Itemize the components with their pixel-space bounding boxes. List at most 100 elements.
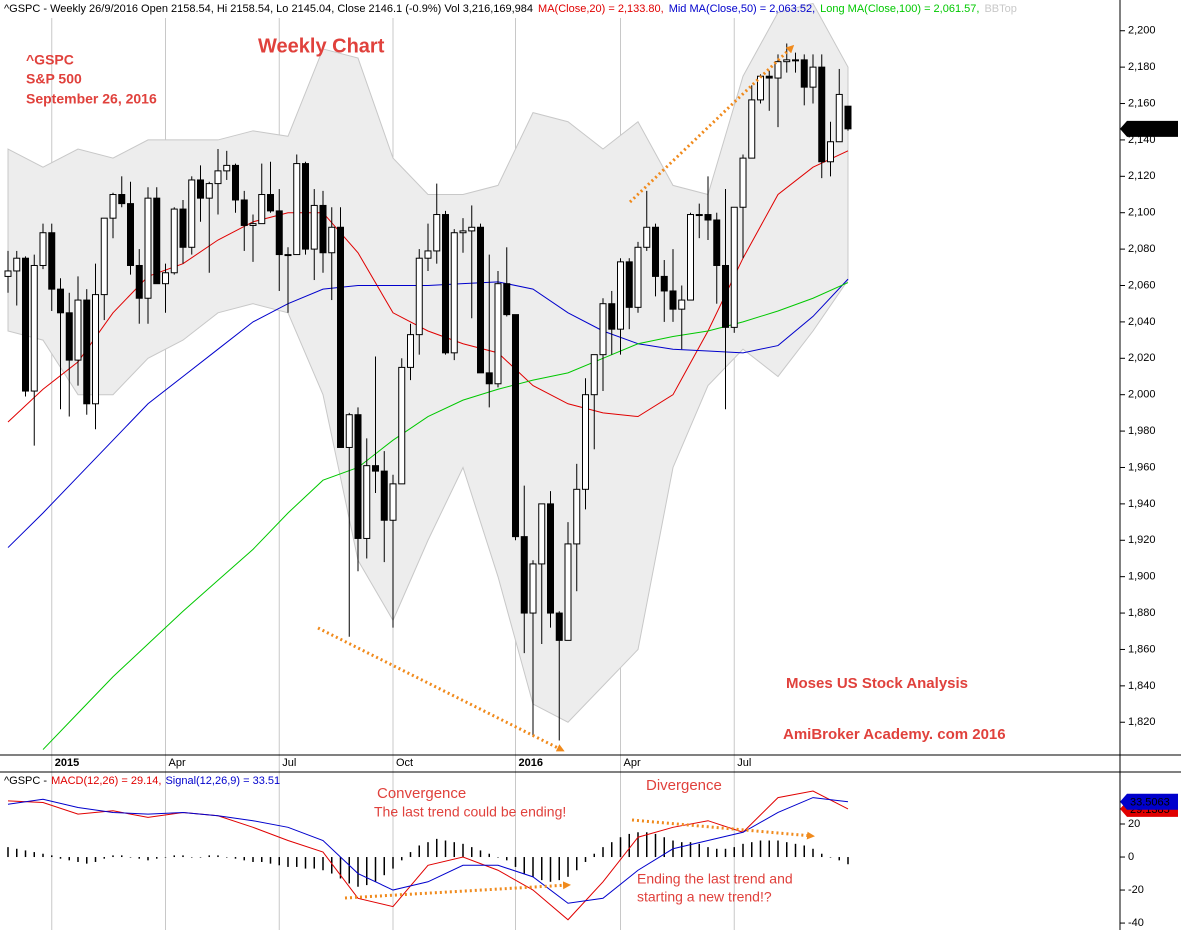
candle-body [328,226,336,254]
histogram-bar [138,857,140,859]
candle-body [809,66,817,88]
candle-body [643,226,651,248]
candle-body [468,226,476,232]
candle-body [205,183,213,199]
histogram-bar [794,843,797,858]
y-tick-label: 1,940 [1128,498,1156,510]
candle-body [652,226,659,277]
candle-body [214,170,222,185]
histogram-bar [304,857,307,869]
candle-body [739,157,747,208]
candle-body [634,246,642,308]
histogram-bar [147,857,149,861]
histogram-bar [654,833,657,858]
histogram-bar [173,855,175,858]
y-tick-label: 1,880 [1128,607,1156,619]
y-tick-label: 2,140 [1128,134,1156,146]
histogram-bar [401,857,403,861]
candle-body [109,194,117,219]
histogram-bar [287,857,289,867]
histogram-bar [619,837,622,858]
legend-entry: MA(Close,20) = 2,133.80, [538,3,664,15]
chart-title: Weekly Chart [258,35,385,57]
candle-body [22,257,29,392]
candle-body [389,483,397,521]
candle-body [792,59,799,62]
candle-body [494,283,502,385]
y-tick-label: 2,200 [1128,25,1156,37]
histogram-bar [479,850,482,858]
y-tick-label: 20 [1128,818,1140,830]
histogram-bar [366,857,368,886]
candle-body [127,203,134,266]
histogram-bar [576,857,578,871]
histogram-bar [742,843,744,858]
candle-body [74,299,82,361]
y-tick-label: 1,820 [1128,716,1156,728]
histogram-bar [541,857,543,881]
annotation: starting a new trend!? [637,889,772,905]
histogram-bar [471,847,473,858]
histogram-bar [549,857,552,882]
candle-body [520,536,528,614]
candle-body [800,59,808,88]
histogram-bar [821,853,823,858]
candle-body [100,217,108,296]
annotation: Convergence [377,785,466,802]
histogram-bar [751,842,753,858]
histogram-bar [453,842,455,858]
symbol: ^GSPC [26,52,74,68]
histogram-bar [558,857,560,881]
header-part: ^GSPC - [4,775,47,787]
candle-body [669,290,677,310]
candle-body [65,312,73,361]
histogram-bar [357,857,359,887]
candle-body [345,414,353,448]
histogram-bar [812,848,814,858]
line [7,278,849,548]
candle-body [153,197,161,285]
histogram-bar [103,857,105,859]
histogram-bar [208,855,210,858]
header-text: ^GSPC - Weekly 26/9/2016 Open 2158.54, H… [4,3,533,15]
x-tick-label: Jul [282,757,296,769]
candle-body [249,223,257,226]
histogram-bar [698,843,700,858]
histogram-bar [611,842,613,858]
header-part: MACD(12,26) = 29.14, [51,775,161,787]
histogram-bar [392,857,394,869]
candle-body [4,270,12,277]
candle-body [713,219,721,266]
candle-body [144,197,152,299]
histogram-bar [348,857,350,884]
histogram-bar [514,857,517,867]
histogram-bar [733,847,735,858]
histogram-bar [182,855,184,858]
histogram-bar [331,857,333,874]
y-tick-label: 1,920 [1128,534,1156,546]
histogram-bar [567,857,569,877]
histogram-bar [768,840,770,858]
histogram-bar [847,857,849,865]
candle-body [407,334,414,368]
histogram-bar [602,847,604,858]
histogram-bar [24,850,27,858]
candle-body [555,612,563,641]
histogram-bar [94,857,97,862]
candle-body [118,194,126,205]
line [7,790,849,921]
candle-body [608,303,616,330]
x-tick-label: Jul [737,757,751,769]
candle-body [774,61,782,79]
candle-body [757,75,764,101]
histogram-bar [322,857,324,871]
histogram-bar [243,857,245,861]
histogram-bar [724,848,727,858]
histogram-bar [628,833,630,858]
price-header: ^GSPC - Weekly 26/9/2016 Open 2158.54, H… [4,3,1017,15]
histogram-bar [523,857,525,874]
line [7,797,849,904]
candle-body [590,354,598,396]
histogram-bar [803,845,805,858]
candle-body [704,214,712,221]
